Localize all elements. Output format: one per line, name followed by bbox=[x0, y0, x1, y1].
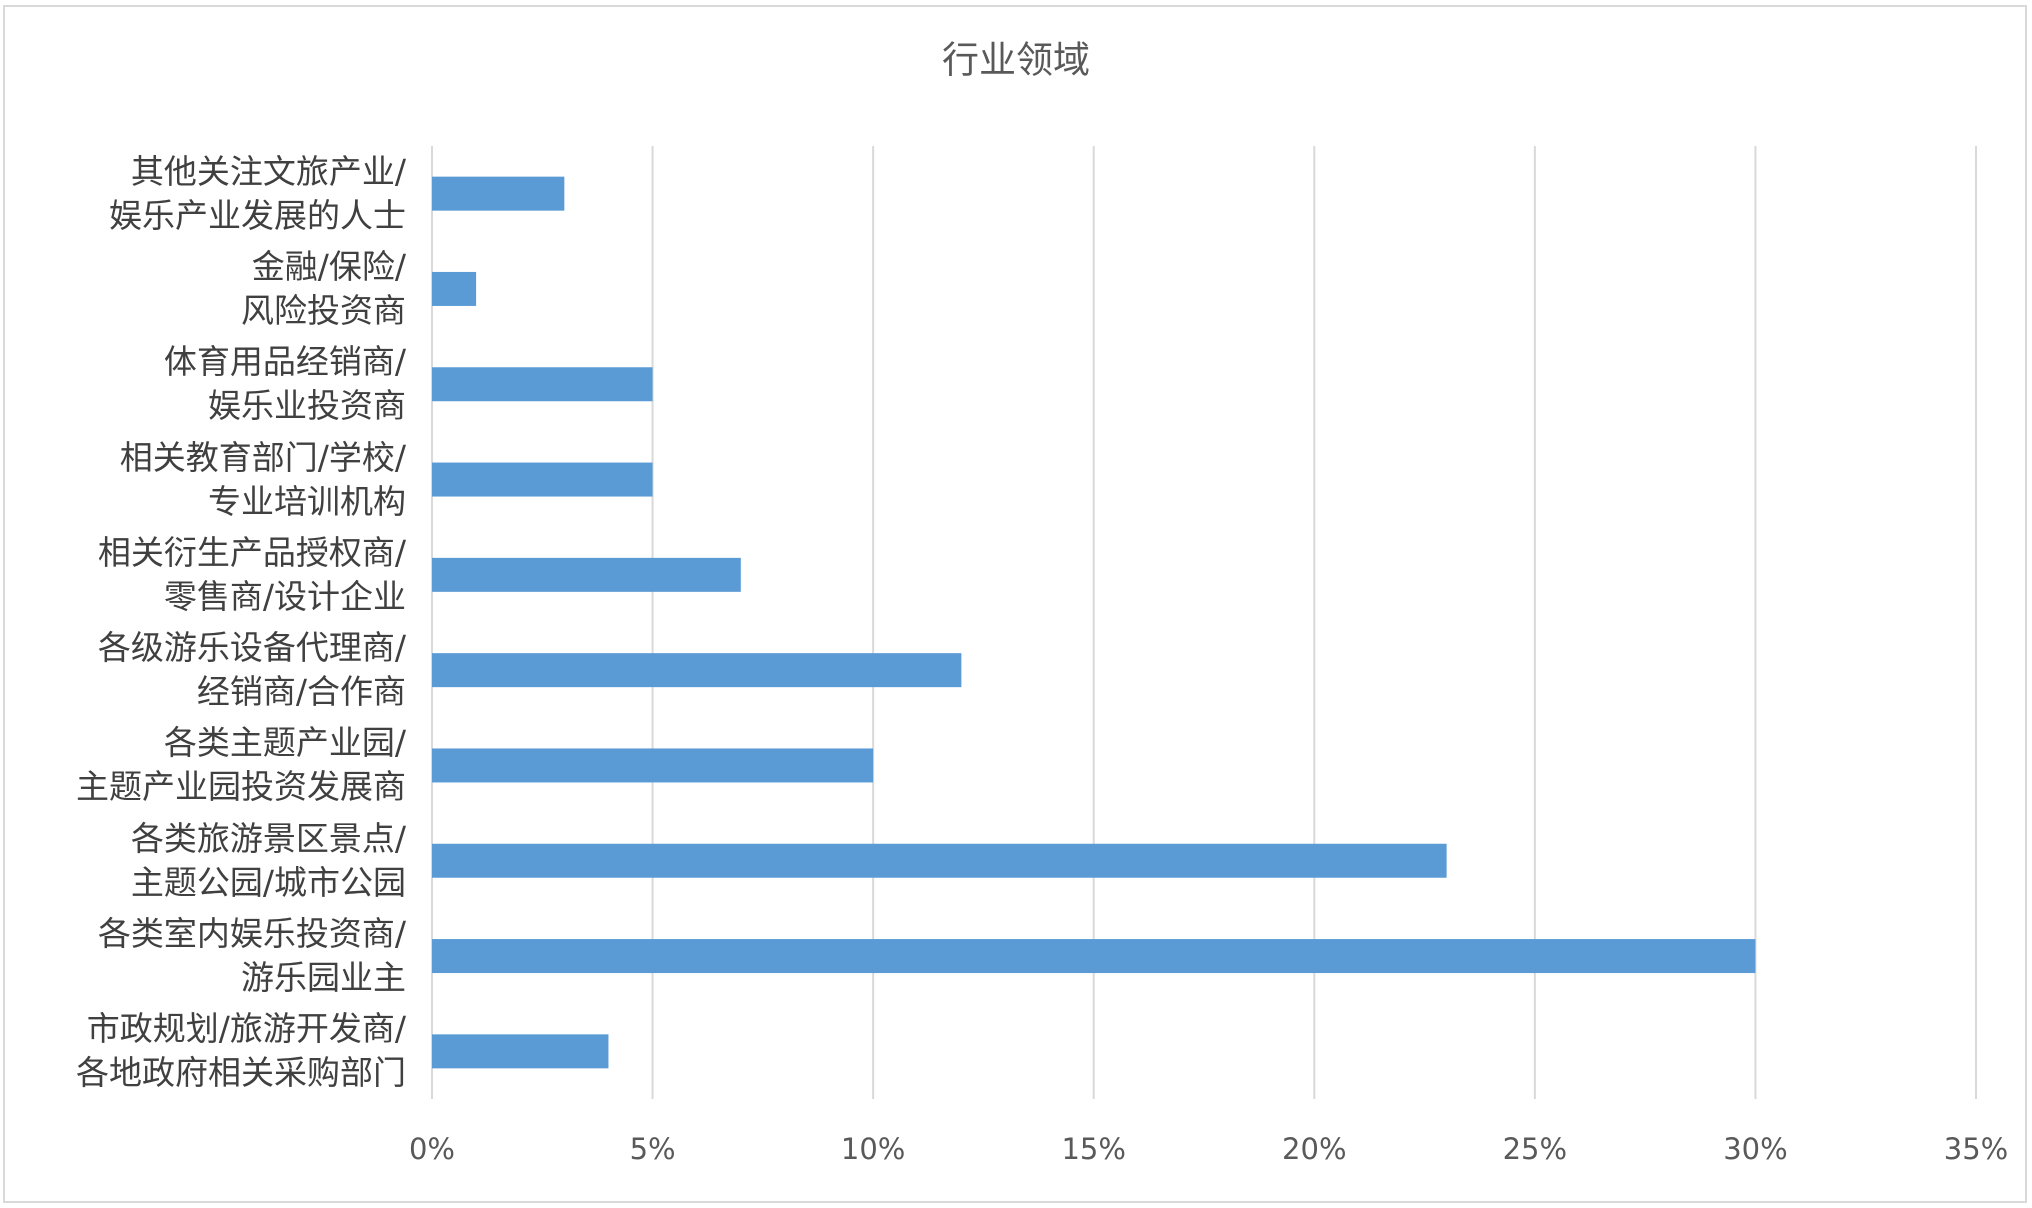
x-tick-label: 30% bbox=[1723, 1132, 1787, 1166]
y-tick-label: 各类主题产业园/ 主题产业园投资发展商 bbox=[76, 723, 406, 807]
bar bbox=[432, 367, 653, 402]
x-tick-label: 20% bbox=[1282, 1132, 1346, 1166]
x-tick-label: 10% bbox=[841, 1132, 905, 1166]
x-tick-label: 25% bbox=[1503, 1132, 1567, 1166]
y-tick-label: 相关衍生产品授权商/ 零售商/设计企业 bbox=[97, 532, 406, 616]
bar bbox=[432, 1034, 609, 1069]
chart-border bbox=[3, 5, 2027, 1203]
y-tick-label: 金融/保险/ 风险投资商 bbox=[241, 246, 406, 330]
y-tick-label: 市政规划/旅游开发商/ 各地政府相关采购部门 bbox=[76, 1009, 406, 1093]
bar bbox=[432, 653, 962, 688]
x-tick-label: 0% bbox=[409, 1132, 455, 1166]
bar bbox=[432, 748, 874, 783]
bar bbox=[432, 176, 565, 211]
y-tick-label: 各级游乐设备代理商/ 经销商/合作商 bbox=[97, 628, 406, 712]
y-tick-label: 相关教育部门/学校/ 专业培训机构 bbox=[119, 437, 406, 521]
x-tick-label: 35% bbox=[1944, 1132, 2008, 1166]
x-tick-label: 5% bbox=[630, 1132, 676, 1166]
bar bbox=[432, 557, 741, 592]
x-tick-label: 15% bbox=[1061, 1132, 1125, 1166]
y-tick-label: 其他关注文旅产业/ 娱乐产业发展的人士 bbox=[109, 151, 406, 235]
bar bbox=[432, 462, 653, 497]
y-tick-label: 体育用品经销商/ 娱乐业投资商 bbox=[163, 342, 406, 426]
bar bbox=[432, 271, 477, 306]
bar bbox=[432, 843, 1447, 878]
y-tick-label: 各类旅游景区景点/ 主题公园/城市公园 bbox=[130, 818, 406, 902]
y-tick-label: 各类室内娱乐投资商/ 游乐园业主 bbox=[97, 914, 406, 998]
bar bbox=[432, 939, 1756, 974]
chart-title: 行业领域 bbox=[942, 39, 1090, 82]
